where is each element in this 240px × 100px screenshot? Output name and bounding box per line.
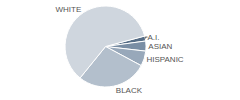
svg-text:BLACK: BLACK	[116, 86, 143, 95]
svg-text:A.I.: A.I.	[148, 33, 160, 42]
svg-text:ASIAN: ASIAN	[148, 42, 172, 51]
svg-text:WHITE: WHITE	[55, 5, 81, 14]
svg-text:HISPANIC: HISPANIC	[146, 55, 183, 64]
